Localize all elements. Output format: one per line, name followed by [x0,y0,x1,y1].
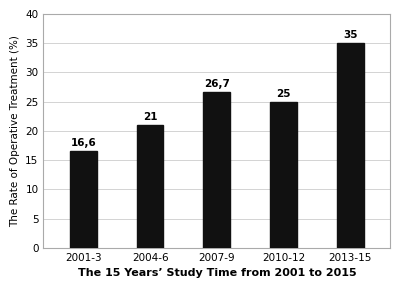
X-axis label: The 15 Years’ Study Time from 2001 to 2015: The 15 Years’ Study Time from 2001 to 20… [78,268,356,278]
Bar [337,43,364,248]
Y-axis label: The Rate of Operative Treatment (%): The Rate of Operative Treatment (%) [10,35,20,227]
Bar [270,102,297,248]
Text: 35: 35 [343,30,358,40]
Bar [70,151,97,248]
Bar [137,125,164,248]
Text: 26,7: 26,7 [204,79,230,89]
Text: 16,6: 16,6 [70,138,96,148]
Text: 25: 25 [276,89,291,98]
Bar [204,92,230,248]
Text: 21: 21 [143,112,157,122]
